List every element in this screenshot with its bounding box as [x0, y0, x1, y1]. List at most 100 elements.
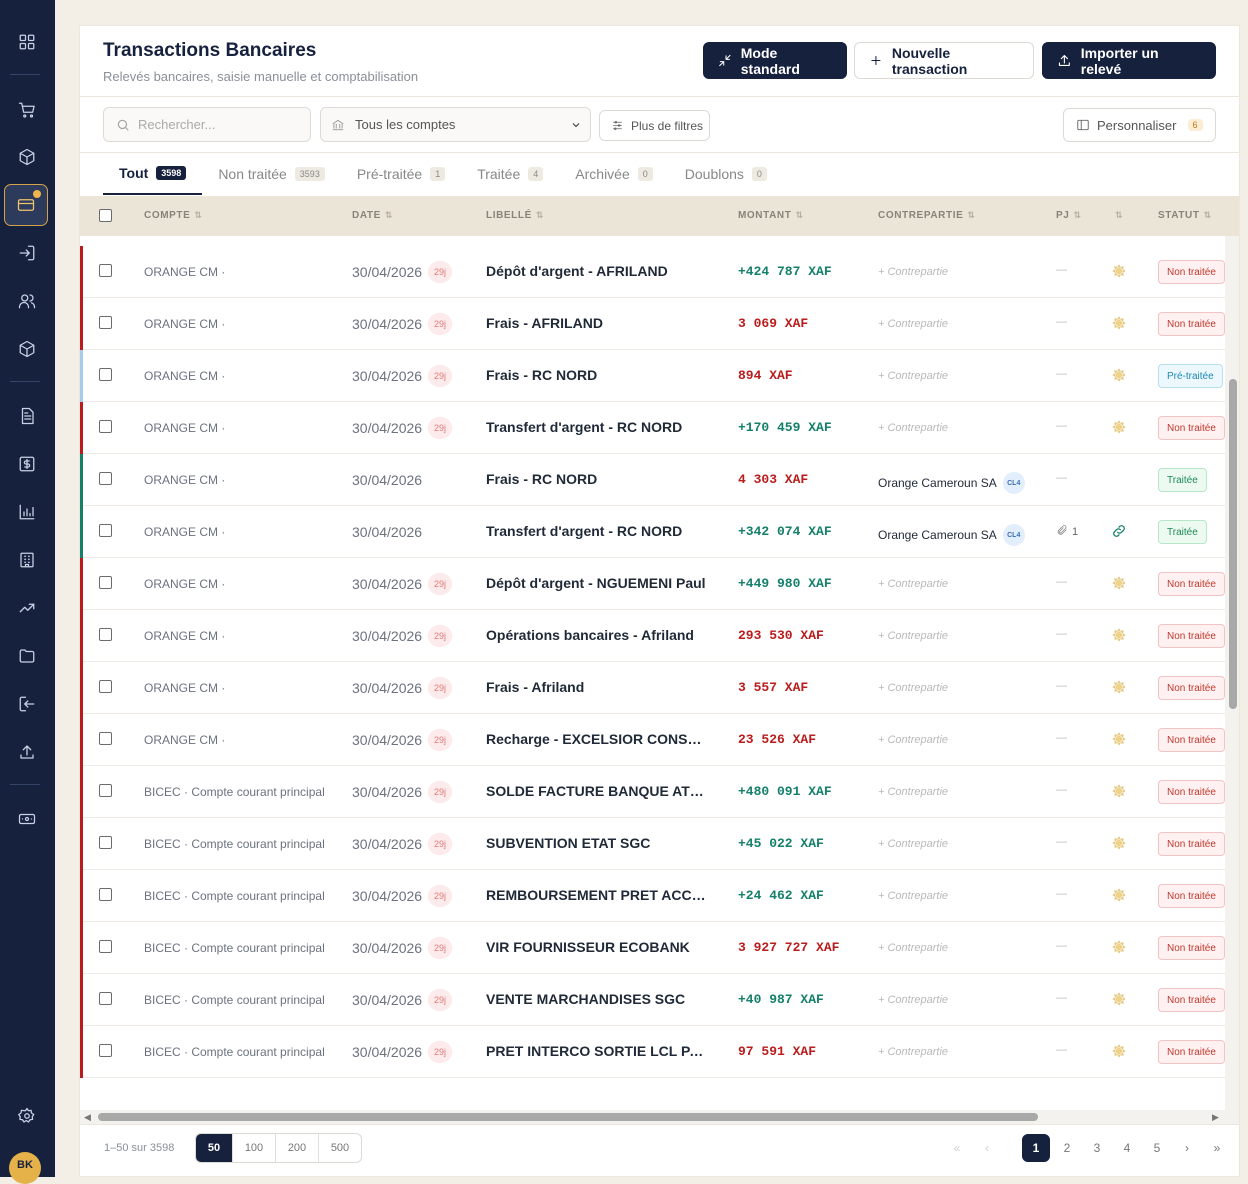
row-checkbox[interactable] — [99, 628, 112, 641]
table-row[interactable]: BICEC · Compte courant principal 30/04/20… — [80, 818, 1225, 870]
col-statut[interactable]: STATUT ⇅ — [1158, 210, 1212, 221]
logout-icon[interactable] — [12, 689, 42, 719]
row-checkbox[interactable] — [99, 680, 112, 693]
status-badge[interactable]: Non traitée — [1158, 728, 1225, 752]
new-transaction-button[interactable]: Nouvelle transaction — [854, 42, 1034, 79]
add-counterpart-link[interactable]: + Contrepartie — [878, 786, 949, 798]
tab-2[interactable]: Pré-traitée 1 — [341, 153, 461, 195]
vertical-scroll-thumb[interactable] — [1229, 379, 1237, 709]
upload-icon[interactable] — [12, 737, 42, 767]
col-date[interactable]: DATE ⇅ — [352, 210, 394, 221]
user-avatar[interactable]: BK — [9, 1152, 41, 1184]
add-counterpart-link[interactable]: + Contrepartie — [878, 734, 949, 746]
page-button[interactable]: 2 — [1063, 1141, 1071, 1155]
gear-icon[interactable] — [1111, 575, 1127, 591]
select-all-checkbox[interactable] — [99, 209, 112, 222]
gear-icon[interactable] — [1111, 939, 1127, 955]
counterpart-cell[interactable]: Orange Cameroun SA CL4 — [878, 524, 1025, 546]
tab-3[interactable]: Traitée 4 — [461, 153, 559, 195]
table-row[interactable]: BICEC · Compte courant principal 30/04/20… — [80, 974, 1225, 1026]
link-icon[interactable] — [1111, 523, 1127, 539]
label-cell[interactable]: Frais - AFRILAND — [486, 315, 603, 331]
status-badge[interactable]: Non traitée — [1158, 572, 1225, 596]
status-badge[interactable]: Traitée — [1158, 520, 1207, 544]
scroll-left-icon[interactable]: ◀ — [84, 1112, 91, 1122]
gear-icon[interactable] — [1111, 315, 1127, 331]
account-select[interactable]: Tous les comptes — [320, 107, 591, 142]
label-cell[interactable]: Transfert d'argent - RC NORD — [486, 419, 683, 435]
attachment-cell[interactable]: 1 — [1056, 524, 1078, 539]
label-cell[interactable]: VIR FOURNISSEUR ECOBANK — [486, 939, 690, 955]
page-size-option[interactable]: 500 — [318, 1134, 361, 1162]
gear-icon[interactable] — [1111, 627, 1127, 643]
add-counterpart-link[interactable]: + Contrepartie — [878, 890, 949, 902]
row-checkbox[interactable] — [99, 524, 112, 537]
row-checkbox[interactable] — [99, 368, 112, 381]
label-cell[interactable]: Dépôt d'argent - AFRILAND — [486, 263, 668, 279]
table-row[interactable]: BICEC · Compte courant principal 30/04/20… — [80, 766, 1225, 818]
status-badge[interactable]: Traitée — [1158, 468, 1207, 492]
more-filters-button[interactable]: Plus de filtres — [599, 110, 710, 141]
table-row[interactable]: BICEC · Compte courant principal 30/04/20… — [80, 922, 1225, 974]
gear-icon[interactable] — [1111, 887, 1127, 903]
page-button[interactable]: 1 — [1022, 1134, 1050, 1162]
box-icon[interactable] — [12, 142, 42, 172]
gear-icon[interactable] — [1111, 679, 1127, 695]
import-statement-button[interactable]: Importer un relevé — [1042, 42, 1216, 79]
status-badge[interactable]: Non traitée — [1158, 884, 1225, 908]
horizontal-scrollbar[interactable]: ◀ ▶ — [80, 1110, 1225, 1124]
col-actions-sort[interactable]: ⇅ — [1115, 210, 1124, 220]
vertical-scrollbar[interactable] — [1225, 236, 1239, 1124]
trending-up-icon[interactable] — [12, 593, 42, 623]
page-size-option[interactable]: 50 — [196, 1134, 232, 1162]
col-contrepartie[interactable]: CONTREPARTIE ⇅ — [878, 210, 976, 221]
first-page-button[interactable]: « — [953, 1141, 961, 1155]
document-icon[interactable] — [12, 401, 42, 431]
next-page-button[interactable]: › — [1185, 1141, 1189, 1155]
label-cell[interactable]: SOLDE FACTURE BANQUE ATLA... — [486, 783, 711, 799]
label-cell[interactable]: PRET INTERCO SORTIE LCL PARIS — [486, 1043, 711, 1059]
gear-icon[interactable] — [1111, 731, 1127, 747]
bank-card-icon[interactable] — [4, 184, 48, 226]
search-field[interactable] — [103, 107, 311, 142]
counterpart-cell[interactable]: Orange Cameroun SA CL4 — [878, 472, 1025, 494]
tab-5[interactable]: Doublons 0 — [669, 153, 783, 195]
gear-icon[interactable] — [1111, 419, 1127, 435]
row-checkbox[interactable] — [99, 472, 112, 485]
dollar-icon[interactable] — [12, 449, 42, 479]
row-checkbox[interactable] — [99, 1044, 112, 1057]
label-cell[interactable]: Frais - RC NORD — [486, 471, 598, 487]
add-counterpart-link[interactable]: + Contrepartie — [878, 578, 949, 590]
page-size-option[interactable]: 100 — [232, 1134, 275, 1162]
tab-1[interactable]: Non traitée 3593 — [202, 153, 341, 195]
label-cell[interactable]: Recharge - EXCELSIOR CONSULT... — [486, 731, 711, 747]
row-checkbox[interactable] — [99, 576, 112, 589]
row-checkbox[interactable] — [99, 784, 112, 797]
label-cell[interactable]: Frais - RC NORD — [486, 367, 598, 383]
table-row[interactable]: ORANGE CM · 30/04/2026 29j Opérations banca… — [80, 610, 1225, 662]
users-icon[interactable] — [12, 286, 42, 316]
label-cell[interactable]: VENTE MARCHANDISES SGC — [486, 991, 686, 1007]
status-badge[interactable]: Non traitée — [1158, 624, 1225, 648]
banknote-icon[interactable] — [12, 804, 42, 834]
status-badge[interactable]: Non traitée — [1158, 416, 1225, 440]
label-cell[interactable]: SUBVENTION ETAT SGC — [486, 835, 651, 851]
page-size-option[interactable]: 200 — [275, 1134, 318, 1162]
row-checkbox[interactable] — [99, 888, 112, 901]
status-badge[interactable]: Non traitée — [1158, 988, 1225, 1012]
gear-icon[interactable] — [1111, 1043, 1127, 1059]
dashboard-icon[interactable] — [12, 27, 42, 57]
settings-icon[interactable] — [12, 1101, 42, 1131]
label-cell[interactable]: REMBOURSEMENT PRET ACCOR... — [486, 887, 711, 903]
add-counterpart-link[interactable]: + Contrepartie — [878, 994, 949, 1006]
row-checkbox[interactable] — [99, 316, 112, 329]
building-icon[interactable] — [12, 545, 42, 575]
last-page-button[interactable]: » — [1213, 1141, 1221, 1155]
add-counterpart-link[interactable]: + Contrepartie — [878, 318, 949, 330]
table-row[interactable]: ORANGE CM · 30/04/2026 29j Recharge - EXCEL… — [80, 714, 1225, 766]
table-row[interactable]: BICEC · Compte courant principal 30/04/20… — [80, 870, 1225, 922]
status-badge[interactable]: Non traitée — [1158, 780, 1225, 804]
scroll-right-icon[interactable]: ▶ — [1212, 1112, 1219, 1122]
add-counterpart-link[interactable]: + Contrepartie — [878, 370, 949, 382]
col-montant[interactable]: MONTANT ⇅ — [738, 210, 804, 221]
